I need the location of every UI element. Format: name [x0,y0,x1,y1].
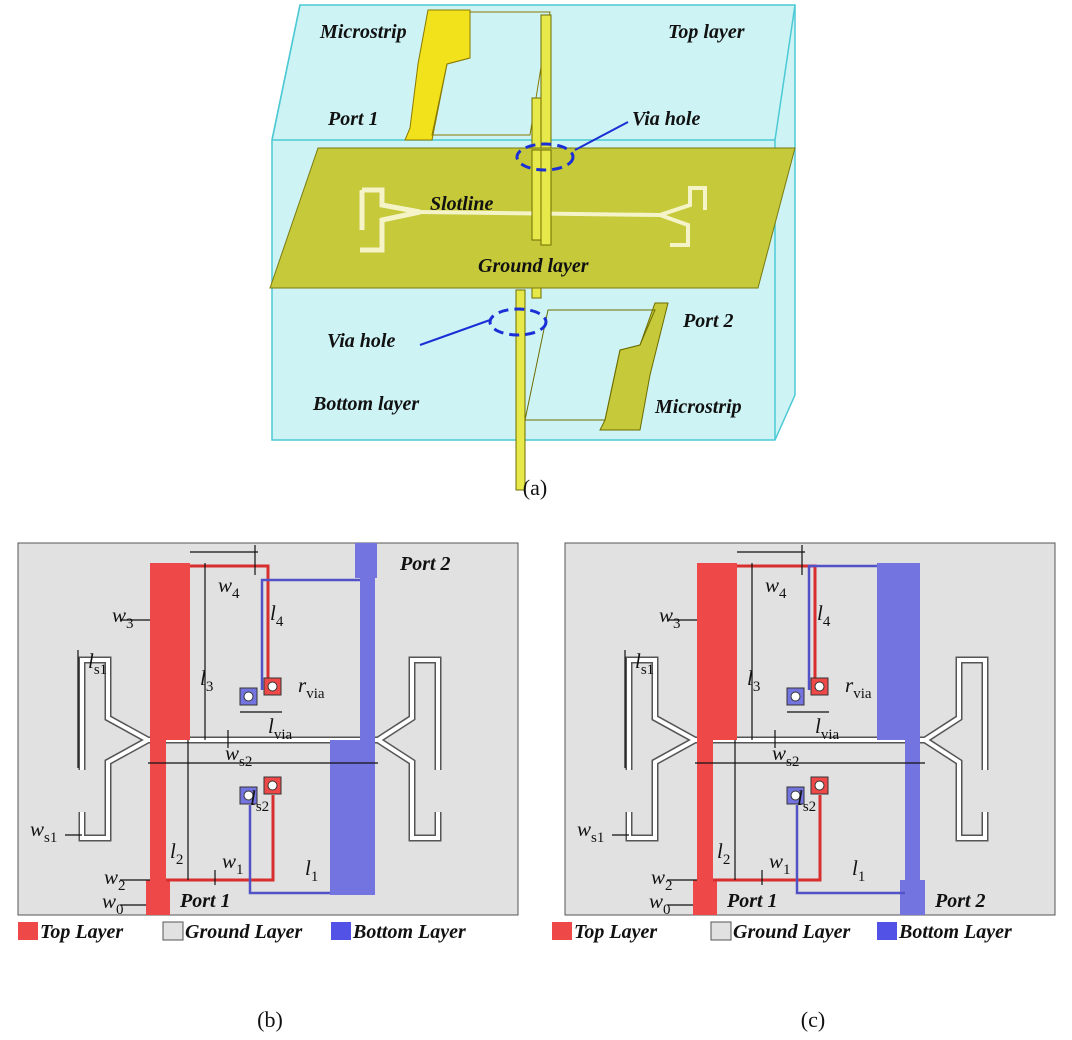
legend-label: Bottom Layer [352,921,466,943]
label: Port 2 [682,310,734,332]
label: Via hole [632,108,700,130]
dimension-subscript: 1 [311,869,319,885]
dimension-symbol: w [218,573,232,597]
dimension-subscript: 0 [116,902,124,918]
port-1-feed [693,880,717,915]
dimension-symbol: w [102,889,116,913]
port-label: Port 2 [934,890,986,912]
legend-label: Top Layer [574,921,657,943]
label: Ground layer [478,255,589,277]
legend-label: Top Layer [40,921,123,943]
legend-swatch [711,922,731,940]
port-1-feed [146,880,170,915]
label: Bottom layer [312,393,419,415]
dimension-subscript: 1 [783,862,791,878]
bottom-microstrip [905,740,920,880]
dimension-subscript: s1 [591,830,604,846]
via-hole [244,692,253,701]
figure: Microstrip Top layer Port 1 Via hole Slotlin… [0,0,1072,1040]
dimension-subscript: 1 [236,862,244,878]
caption: (c) [801,1007,825,1032]
dimension-subscript: 2 [118,878,126,894]
bottom-microstrip [877,563,920,740]
port-label: Port 1 [726,890,778,912]
port-2-feed [900,880,925,915]
dimension-subscript: via [306,686,325,702]
dimension-subscript: 4 [779,586,787,602]
legend-swatch [877,922,897,940]
dimension-symbol: w [659,603,673,627]
dimension-symbol: w [112,603,126,627]
dimension-subscript: s1 [641,662,654,678]
dimension-subscript: 4 [232,586,240,602]
dimension-subscript: s2 [786,754,799,770]
dimension-symbol: w [772,741,786,765]
top-microstrip [150,563,190,740]
dimension-subscript: via [274,727,293,743]
label: Slotline [430,193,493,215]
dimension-symbol: w [225,741,239,765]
dimension-subscript: 3 [206,679,214,695]
dimension-subscript: via [821,727,840,743]
legend-label: Ground Layer [185,921,302,943]
dimension-symbol: w [769,849,783,873]
caption: (b) [257,1007,283,1032]
legend-swatch [331,922,351,940]
dimension-subscript: 4 [276,614,284,630]
dimension-subscript: 0 [663,902,671,918]
dimension-subscript: 2 [665,878,673,894]
top-microstrip [150,740,166,880]
dimension-subscript: s1 [94,662,107,678]
legend-swatch [552,922,572,940]
dimension-subscript: 4 [823,614,831,630]
dimension-subscript: s1 [44,830,57,846]
bottom-microstrip [360,578,375,740]
dimension-subscript: 3 [673,616,681,632]
dimension-subscript: 2 [723,852,731,868]
dimension-subscript: s2 [256,799,269,815]
via [541,150,551,245]
dimension-subscript: 3 [753,679,761,695]
label: Via hole [327,330,395,352]
label: Port 1 [327,108,379,130]
dimension-symbol: w [649,889,663,913]
port-2-feed [355,543,377,578]
dimension-subscript: s2 [803,799,816,815]
dimension-symbol: w [577,817,591,841]
via-hole [268,781,277,790]
legend-swatch [163,922,183,940]
dimension-symbol: w [651,865,665,889]
dimension-subscript: s2 [239,754,252,770]
dimension-symbol: w [765,573,779,597]
via-hole [268,682,277,691]
via-hole [815,781,824,790]
via-hole [815,682,824,691]
legend-swatch [18,922,38,940]
dimension-subscript: 1 [858,869,866,885]
port-label: Port 2 [399,553,451,575]
via-hole [791,692,800,701]
panel-c: w4l4w3l3ls1rvialviaws2ls2ws1l2w2w1l1w0Po… [552,543,1055,1032]
dimension-subscript: via [853,686,872,702]
legend-label: Bottom Layer [898,921,1012,943]
port-label: Port 1 [179,890,231,912]
top-microstrip [697,740,713,880]
dimension-symbol: w [104,865,118,889]
dimension-symbol: w [222,849,236,873]
via [532,150,541,240]
label: Microstrip [319,21,407,43]
dimension-symbol: w [30,817,44,841]
legend-label: Ground Layer [733,921,850,943]
label: Microstrip [654,396,742,418]
dimension-subscript: 2 [176,852,184,868]
via [516,290,525,490]
top-microstrip [697,563,737,740]
label: Top layer [668,21,745,43]
caption: (a) [523,475,547,500]
dimension-subscript: 3 [126,616,134,632]
